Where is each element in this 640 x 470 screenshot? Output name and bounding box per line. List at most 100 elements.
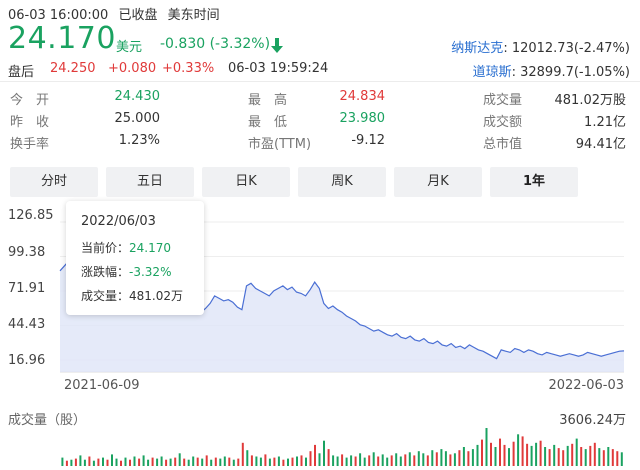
index-dowjones[interactable]: 道琼斯: 32899.7(-1.05%) <box>473 61 630 80</box>
volume-bar <box>444 451 447 466</box>
stat-value-pe: -9.12 <box>351 133 385 148</box>
volume-bar <box>192 456 195 466</box>
volume-bar <box>133 456 136 466</box>
volume-bar <box>129 459 131 466</box>
x-tick-start: 2021-06-09 <box>64 378 140 393</box>
market-status: 已收盘 <box>118 8 158 23</box>
volume-bar <box>408 452 411 466</box>
volume-bar <box>390 455 393 466</box>
stat-value-mktcap: 94.41亿 <box>575 137 626 152</box>
stat-value-prev-close: 25.000 <box>114 111 161 126</box>
volume-bar <box>598 448 601 466</box>
divider <box>0 81 640 82</box>
volume-bar <box>187 459 190 466</box>
y-tick: 44.43 <box>8 317 46 332</box>
volume-bar <box>97 458 100 466</box>
volume-bar <box>440 449 443 466</box>
volume-bar <box>341 454 344 466</box>
price-change: -0.830 (-3.32%) <box>160 36 270 52</box>
volume-bar <box>323 440 325 466</box>
volume-bar <box>277 456 280 466</box>
volume-bar <box>65 460 68 466</box>
volume-bar <box>449 454 452 466</box>
volume-bar <box>368 455 371 466</box>
volume-bar <box>562 450 565 466</box>
stat-value-low: 23.980 <box>339 111 386 126</box>
volume-bar <box>607 447 610 466</box>
volume-bar <box>246 450 249 466</box>
tooltip-date: 2022/06/03 <box>81 214 156 229</box>
volume-bar <box>169 458 172 466</box>
volume-bar <box>413 455 416 466</box>
change-value: -0.830 <box>160 36 206 52</box>
tooltip-price: 当前价：24.170 <box>81 239 171 256</box>
volume-bar <box>453 453 456 466</box>
volume-bar <box>462 447 465 466</box>
tab-intraday[interactable]: 分时 <box>10 167 98 197</box>
volume-bar <box>471 449 474 466</box>
stat-label-volume: 成交量 <box>483 93 523 108</box>
volume-bar <box>232 459 235 466</box>
stat-label-turnover: 换手率 <box>10 137 50 152</box>
volume-bar <box>160 456 163 466</box>
tab-weekly-k[interactable]: 周K <box>298 167 386 197</box>
stat-label-open: 今 开 <box>10 93 50 108</box>
volume-bars <box>61 428 623 466</box>
after-hours-change: +0.080 <box>108 61 157 76</box>
tab-daily-k[interactable]: 日K <box>202 167 290 197</box>
volume-bar <box>287 458 289 466</box>
y-tick: 71.91 <box>8 281 46 296</box>
volume-bar <box>178 453 181 466</box>
volume-bar <box>584 449 587 466</box>
last-price: 24.170 <box>8 21 116 56</box>
volume-bar <box>417 451 420 466</box>
tooltip-change: 涨跌幅：-3.32% <box>81 263 171 280</box>
after-hours-change-percent: +0.33% <box>162 61 215 76</box>
tab-monthly-k[interactable]: 月K <box>394 167 482 197</box>
index-name[interactable]: 纳斯达克 <box>451 41 504 56</box>
volume-bar <box>589 445 592 466</box>
tab-five-day[interactable]: 五日 <box>106 167 194 197</box>
volume-bar <box>354 456 357 466</box>
volume-bar <box>300 455 303 466</box>
volume-bar <box>359 453 362 466</box>
index-value: : 12012.73(-2.47%) <box>503 41 630 56</box>
volume-bar <box>291 457 294 466</box>
volume-bar <box>426 455 429 466</box>
stat-label-amount: 成交额 <box>483 115 523 130</box>
volume-bar <box>120 460 122 466</box>
index-nasdaq[interactable]: 纳斯达克: 12012.73(-2.47%) <box>451 37 630 56</box>
tooltip-volume-label: 成交量： <box>81 289 130 303</box>
tooltip-volume-value: 481.02万 <box>129 289 184 303</box>
volume-bar <box>102 457 104 466</box>
currency-label: 美元 <box>116 40 143 55</box>
volume-bar <box>296 456 298 466</box>
volume-bar <box>616 451 619 466</box>
volume-bar <box>318 453 321 466</box>
volume-bar <box>512 441 515 466</box>
volume-bar <box>557 448 560 466</box>
volume-bar <box>264 454 267 466</box>
after-hours-label: 盘后 <box>8 65 35 80</box>
volume-bar <box>70 459 73 466</box>
volume-bar <box>309 451 312 466</box>
volume-bar <box>151 457 154 466</box>
datetime-text: 06-03 16:00:00 <box>8 8 109 23</box>
volume-bar <box>593 442 596 466</box>
volume-title: 成交量（股） <box>8 413 87 428</box>
volume-bar <box>508 448 510 466</box>
volume-bar <box>314 444 316 466</box>
index-name[interactable]: 道琼斯 <box>472 65 512 80</box>
volume-bar <box>210 459 213 466</box>
volume-max-label: 3606.24万 <box>559 413 626 428</box>
stat-value-turnover: 1.23% <box>118 133 160 148</box>
volume-bar <box>345 457 348 466</box>
volume-bar <box>571 443 574 466</box>
volume-bar <box>124 457 127 466</box>
volume-bar <box>142 455 145 466</box>
tab-one-year[interactable]: 1年 <box>490 167 578 197</box>
volume-bar <box>580 447 583 466</box>
volume-bar <box>111 454 113 466</box>
stat-value-high: 24.834 <box>339 89 386 104</box>
